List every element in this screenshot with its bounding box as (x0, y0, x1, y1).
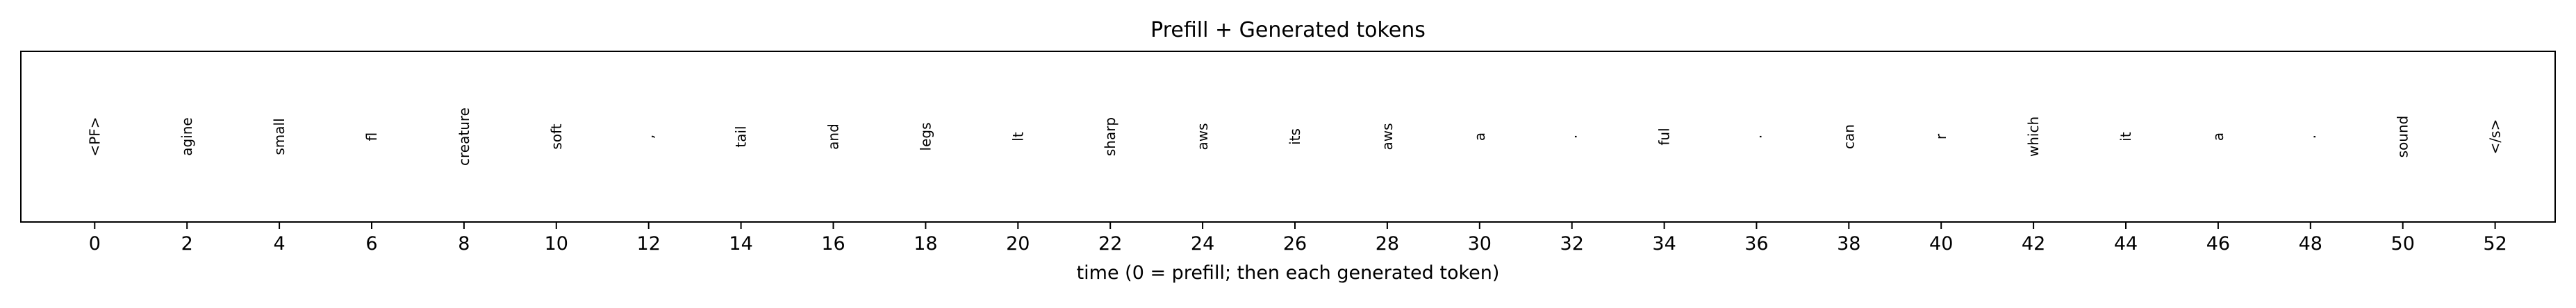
x-tick-label: 42 (2022, 233, 2045, 255)
x-tick-label: 12 (637, 233, 661, 255)
token-label: lt (1009, 132, 1026, 142)
token-label: soft (548, 123, 565, 149)
x-tick-label: 6 (365, 233, 377, 255)
x-tick-label: 10 (545, 233, 568, 255)
token-label: a (1471, 132, 1488, 141)
x-tick-label: 24 (1191, 233, 1214, 255)
token-label: legs (917, 123, 934, 151)
token-label: . (1564, 135, 1580, 139)
x-tick-label: 52 (2483, 233, 2507, 255)
x-tick-label: 18 (914, 233, 937, 255)
x-tick-label: 28 (1376, 233, 1399, 255)
x-tick-label: 14 (729, 233, 752, 255)
token-label: it (2117, 132, 2134, 142)
x-tick-label: 22 (1098, 233, 1122, 255)
x-tick-label: 0 (89, 233, 101, 255)
token-label: small (271, 118, 288, 155)
token-label: aws (1194, 123, 1211, 150)
token-label: agine (179, 117, 195, 156)
x-tick-label: 50 (2391, 233, 2415, 255)
x-tick-label: 4 (274, 233, 286, 255)
token-label: <PF> (86, 117, 103, 156)
token-label: . (2302, 135, 2319, 139)
x-tick-label: 44 (2114, 233, 2138, 255)
token-label: . (1748, 135, 1765, 139)
token-label-group: <PF> agine small fl creature soft, tail and legs… (86, 108, 2503, 166)
token-label: tail (733, 126, 750, 147)
x-tick-label: 40 (1929, 233, 1953, 255)
token-label: a (2210, 132, 2227, 141)
token-label: its (1287, 128, 1303, 145)
token-label: sound (2395, 116, 2411, 158)
x-axis-label: time (0 = prefill; then each generated t… (1077, 262, 1500, 284)
token-label: </s> (2487, 119, 2504, 155)
token-label: and (825, 123, 842, 150)
token-label: r (1933, 133, 1949, 139)
x-tick-label: 48 (2299, 233, 2322, 255)
x-tick-label: 8 (458, 233, 470, 255)
token-label: fl (363, 132, 380, 142)
x-tick-label: 30 (1468, 233, 1492, 255)
x-tick-label: 20 (1006, 233, 1030, 255)
token-label: sharp (1102, 117, 1118, 156)
x-tick-label: 2 (181, 233, 193, 255)
x-tick-label: 36 (1744, 233, 1768, 255)
token-label: which (2025, 117, 2042, 157)
x-tick-label: 16 (821, 233, 845, 255)
x-tick-label: 26 (1283, 233, 1307, 255)
x-tick-label: 46 (2206, 233, 2230, 255)
token-label: , (641, 135, 657, 139)
x-tick-label: 34 (1652, 233, 1676, 255)
plot-frame (20, 51, 2556, 223)
x-axis-ticks: 0 2 4 6 8 10 12 14 16 18 20 22 24 26 28 30 32 34 36 38 40 42 4… (89, 222, 2507, 255)
token-label: creature (456, 108, 472, 166)
token-label: aws (1379, 123, 1396, 150)
chart-title: Prefill + Generated tokens (1150, 18, 1426, 42)
token-label: ful (1656, 128, 1673, 145)
x-tick-label: 38 (1837, 233, 1860, 255)
x-tick-label: 32 (1560, 233, 1584, 255)
token-label: can (1840, 124, 1857, 149)
